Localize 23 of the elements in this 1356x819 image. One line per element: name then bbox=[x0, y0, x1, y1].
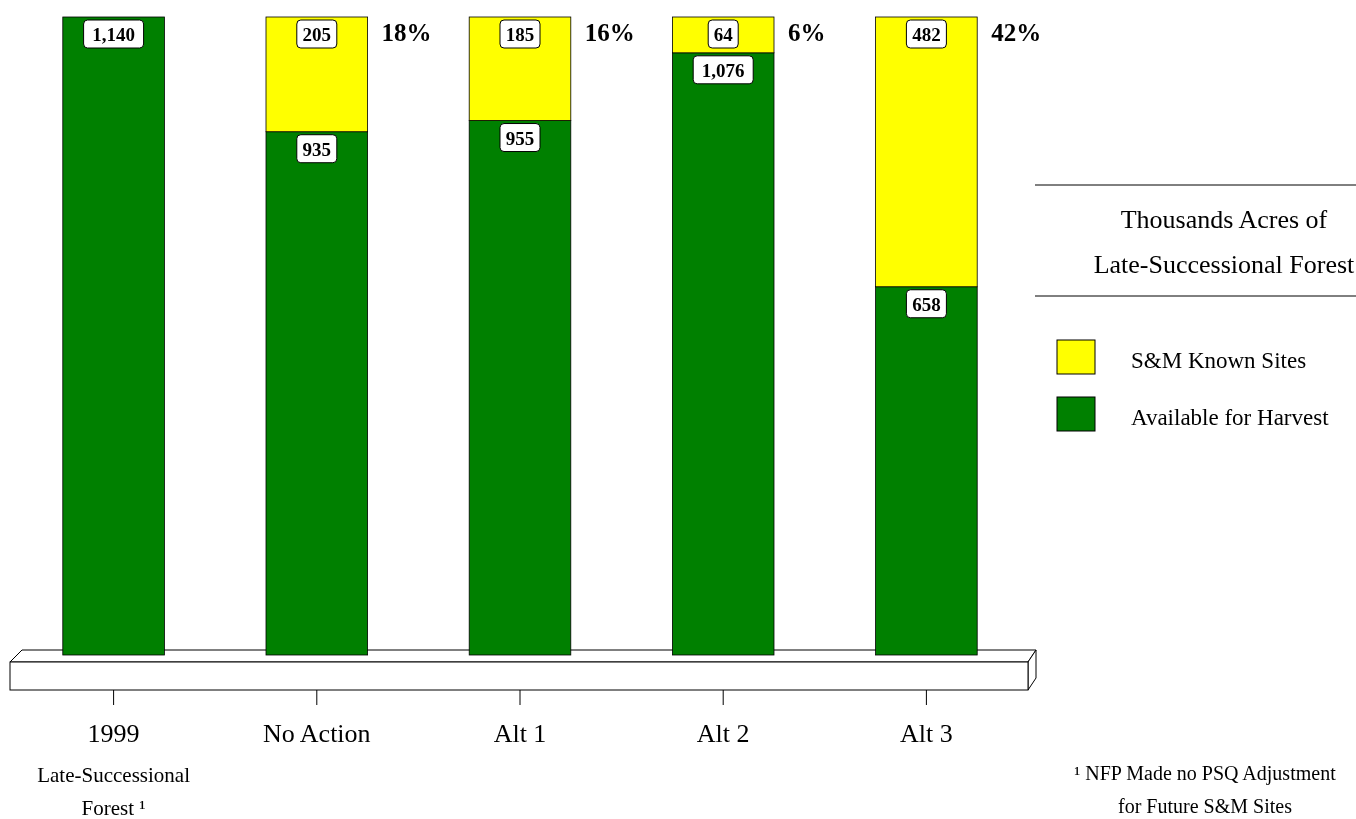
data-label: 1,140 bbox=[92, 24, 135, 45]
legend-label: Available for Harvest bbox=[1131, 405, 1330, 430]
data-label: 205 bbox=[302, 24, 332, 45]
annotation: 6% bbox=[788, 19, 826, 46]
legend-label: S&M Known Sites bbox=[1131, 348, 1307, 373]
x-tick-label: No Action bbox=[263, 719, 371, 748]
annotation: 18% bbox=[381, 19, 432, 46]
data-label: 658 bbox=[912, 293, 941, 315]
x-tick-label: Alt 3 bbox=[900, 719, 953, 748]
annotation: 16% bbox=[584, 19, 635, 46]
data-label: 482 bbox=[912, 24, 941, 45]
annotation: 42% bbox=[991, 19, 1042, 46]
data-label: 935 bbox=[302, 138, 332, 160]
legend-title: Thousands Acres of Late-Successional Forest bbox=[1093, 205, 1356, 279]
x-tick-label: Alt 2 bbox=[696, 719, 750, 748]
bar bbox=[62, 16, 165, 656]
data-label: 955 bbox=[505, 127, 535, 149]
x-tick-label: Alt 1 bbox=[493, 719, 547, 748]
data-label: 64 bbox=[713, 24, 734, 45]
data-label: 1,076 bbox=[701, 59, 745, 81]
x-tick-label: 1999 Late-Successional Forest ¹ bbox=[37, 719, 191, 819]
data-label: 185 bbox=[505, 24, 535, 45]
text: ¹ NFP Made no PSQ Adjustment for Future S&M Sites bbox=[1074, 762, 1337, 817]
